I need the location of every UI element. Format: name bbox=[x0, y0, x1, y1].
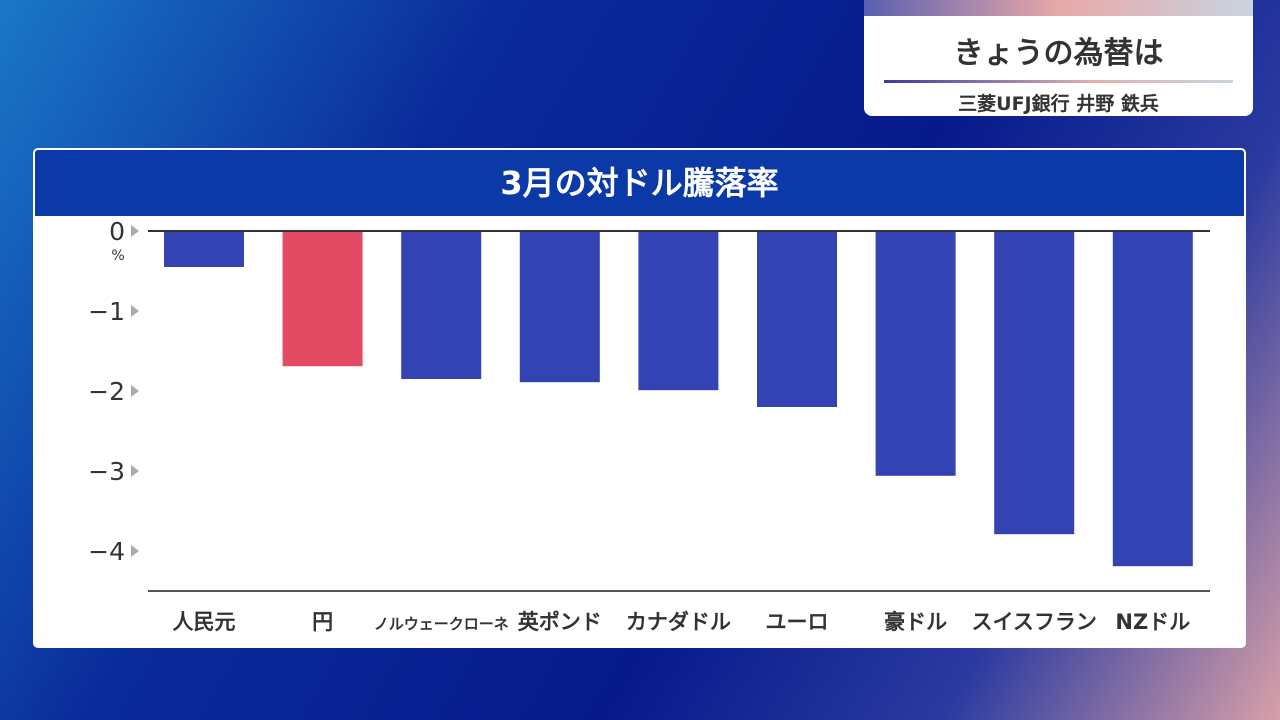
program-title-box: きょうの為替は 三菱UFJ銀行 井野 鉄兵 bbox=[864, 0, 1253, 116]
x-tick-label: NZドル bbox=[1115, 610, 1190, 634]
x-tick-label: 英ポンド bbox=[518, 610, 602, 634]
bar bbox=[519, 231, 600, 383]
y-tick-label: −2 bbox=[88, 377, 125, 406]
y-tick-label: −4 bbox=[88, 537, 125, 566]
y-tick-label: −1 bbox=[88, 297, 125, 326]
bar bbox=[164, 231, 244, 267]
y-unit-label: % bbox=[111, 248, 124, 264]
title-accent-bar bbox=[864, 0, 1253, 16]
title-divider bbox=[884, 80, 1233, 83]
x-tick-label: ノルウェークローネ bbox=[374, 615, 509, 633]
x-tick-label: 豪ドル bbox=[884, 610, 947, 634]
bar bbox=[994, 231, 1075, 535]
presenter-name: 三菱UFJ銀行 井野 鉄兵 bbox=[958, 93, 1159, 115]
x-tick-label: ユーロ bbox=[766, 610, 829, 634]
tick-arrow-icon bbox=[131, 385, 139, 397]
x-tick-label: 円 bbox=[312, 610, 333, 634]
x-tick-label: カナダドル bbox=[626, 610, 731, 634]
bar bbox=[282, 231, 363, 367]
tick-arrow-icon bbox=[131, 225, 139, 237]
tick-arrow-icon bbox=[131, 465, 139, 477]
program-title: きょうの為替は bbox=[953, 36, 1164, 71]
x-tick-label: 人民元 bbox=[173, 610, 236, 634]
y-tick-label: −3 bbox=[88, 457, 125, 486]
bar bbox=[1112, 231, 1193, 567]
chart-title: 3月の対ドル騰落率 bbox=[35, 150, 1244, 216]
y-tick-label: 0 bbox=[109, 217, 125, 246]
bar bbox=[757, 231, 837, 407]
tick-arrow-icon bbox=[131, 545, 139, 557]
x-tick-label: スイスフラン bbox=[972, 610, 1097, 634]
tick-arrow-icon bbox=[131, 305, 139, 317]
bar bbox=[638, 231, 719, 391]
bar bbox=[875, 231, 956, 476]
bar bbox=[401, 231, 482, 379]
